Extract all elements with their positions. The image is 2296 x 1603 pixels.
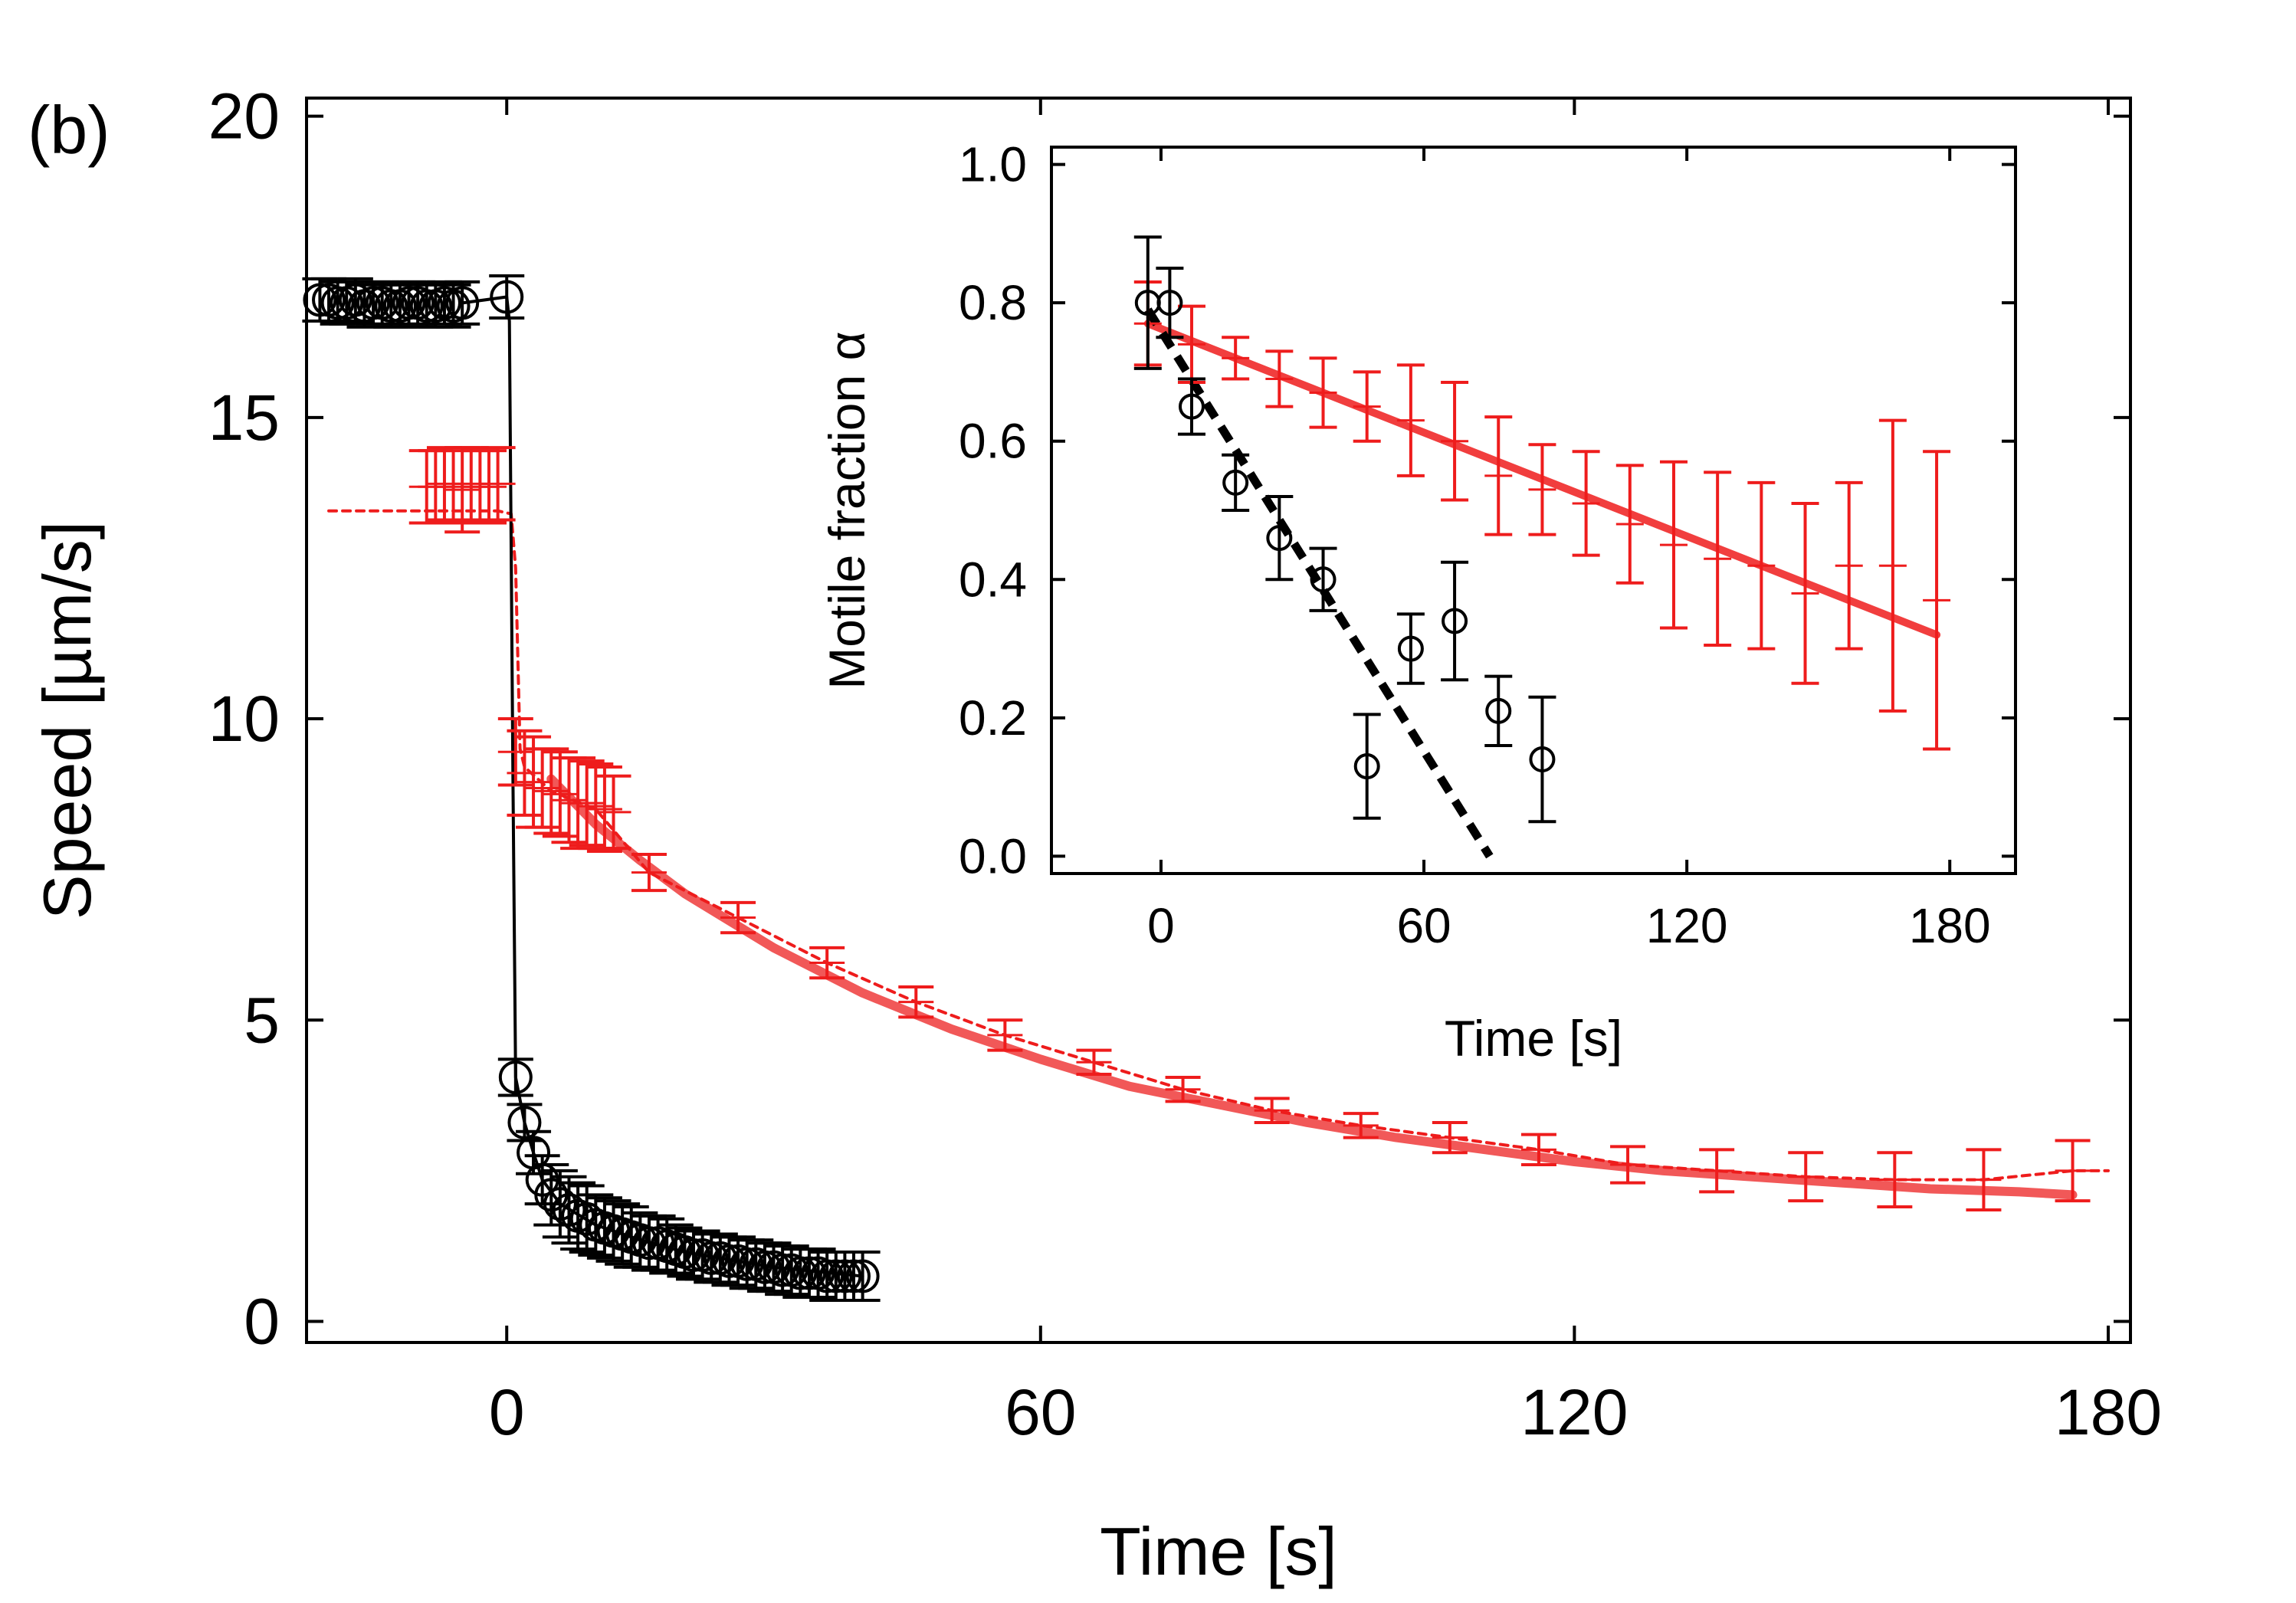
- main-x-axis-label: Time [s]: [1100, 1513, 1337, 1589]
- main-x-tick-label: 180: [2055, 1376, 2162, 1448]
- main-data-point: [747, 1250, 782, 1284]
- main-data-point: [792, 1256, 826, 1290]
- main-series-1: [497, 1057, 881, 1302]
- main-data-point: [677, 1237, 711, 1272]
- main-x-tick-label: 120: [1520, 1376, 1628, 1448]
- inset-data-point: [1310, 566, 1337, 593]
- main-y-tick-label: 5: [244, 984, 280, 1056]
- inset-data-point: [1156, 290, 1183, 316]
- main-series-4: [497, 717, 2091, 1211]
- main-data-point: [552, 1192, 586, 1227]
- main-data-point: [818, 1259, 853, 1293]
- inset-y-tick-label: 0.8: [959, 275, 1027, 330]
- main-data-point: [392, 286, 426, 320]
- inset-data-point: [1442, 608, 1468, 634]
- inset-data-point: [1222, 469, 1249, 496]
- inset-chart: 0 60 120 180 0.0 0.2 0.4 0.6 0.8 1.0 Time [s] Motil…: [818, 137, 2017, 1067]
- main-data-point: [543, 1187, 577, 1221]
- main-data-point: [631, 1226, 666, 1260]
- main-data-point: [303, 283, 337, 317]
- main-data-point: [730, 1247, 764, 1281]
- inset-x-tick-label: 0: [1147, 898, 1175, 953]
- inset-plot-frame: [1050, 146, 2017, 875]
- inset-series-line: [1144, 307, 1494, 859]
- main-y-tick-label: 0: [244, 1285, 280, 1357]
- main-data-point: [766, 1253, 800, 1287]
- main-data-point: [490, 280, 524, 314]
- main-data-point: [694, 1241, 729, 1275]
- main-y-axis-label: Speed [µm/s]: [29, 521, 105, 920]
- main-data-point: [498, 1060, 533, 1094]
- main-series-3: [408, 446, 516, 534]
- main-data-point: [712, 1244, 746, 1278]
- inset-series-1: [1144, 307, 1494, 859]
- main-series-0: [302, 274, 525, 329]
- main-data-point: [356, 286, 391, 320]
- main-series-line: [546, 774, 2078, 1200]
- inset-y-axis-label: Motile fraction α: [818, 331, 875, 689]
- panel-label: (b): [28, 92, 110, 168]
- inset-y-tick-label: 0.6: [959, 414, 1027, 469]
- main-series-6: [546, 774, 2078, 1200]
- main-y-tick-label: 20: [208, 80, 280, 152]
- main-data-point: [445, 286, 480, 320]
- inset-x-tick-label: 180: [1909, 898, 1991, 953]
- main-chart: 0 60 120 180 0 5 10 15 20 Time [s] Speed [µm/s]: [29, 80, 2162, 1589]
- inset-series-2: [1133, 280, 1951, 751]
- inset-y-tick-label: 0.0: [959, 828, 1027, 883]
- inset-data-point: [1353, 753, 1380, 780]
- inset-data-point: [1178, 393, 1205, 420]
- inset-data-point: [1529, 746, 1556, 773]
- main-data-point: [507, 1105, 542, 1139]
- main-data-point: [320, 286, 355, 320]
- inset-x-axis-label: Time [s]: [1445, 1010, 1622, 1067]
- inset-y-tick-label: 0.2: [959, 690, 1027, 746]
- inset-x-tick-label: 60: [1396, 898, 1451, 953]
- main-x-tick-label: 0: [489, 1376, 525, 1448]
- main-y-tick-label: 10: [208, 683, 280, 755]
- main-data-point: [374, 289, 408, 323]
- inset-data-point: [1397, 635, 1424, 662]
- main-data-point: [783, 1256, 818, 1290]
- inset-y-tick-label: 0.4: [959, 552, 1027, 607]
- inset-data-point: [1266, 525, 1293, 552]
- main-data-point: [810, 1259, 845, 1293]
- inset-x-tick-label: 120: [1646, 898, 1728, 953]
- inset-data-point: [1485, 697, 1512, 724]
- main-data-point: [845, 1259, 880, 1293]
- main-data-point: [828, 1259, 862, 1293]
- main-y-tick-label: 15: [208, 382, 280, 454]
- main-x-tick-label: 60: [1005, 1376, 1076, 1448]
- inset-series-0: [1133, 235, 1556, 824]
- inset-y-tick-label: 1.0: [959, 137, 1027, 192]
- main-data-point: [837, 1259, 871, 1293]
- main-data-point: [409, 289, 444, 323]
